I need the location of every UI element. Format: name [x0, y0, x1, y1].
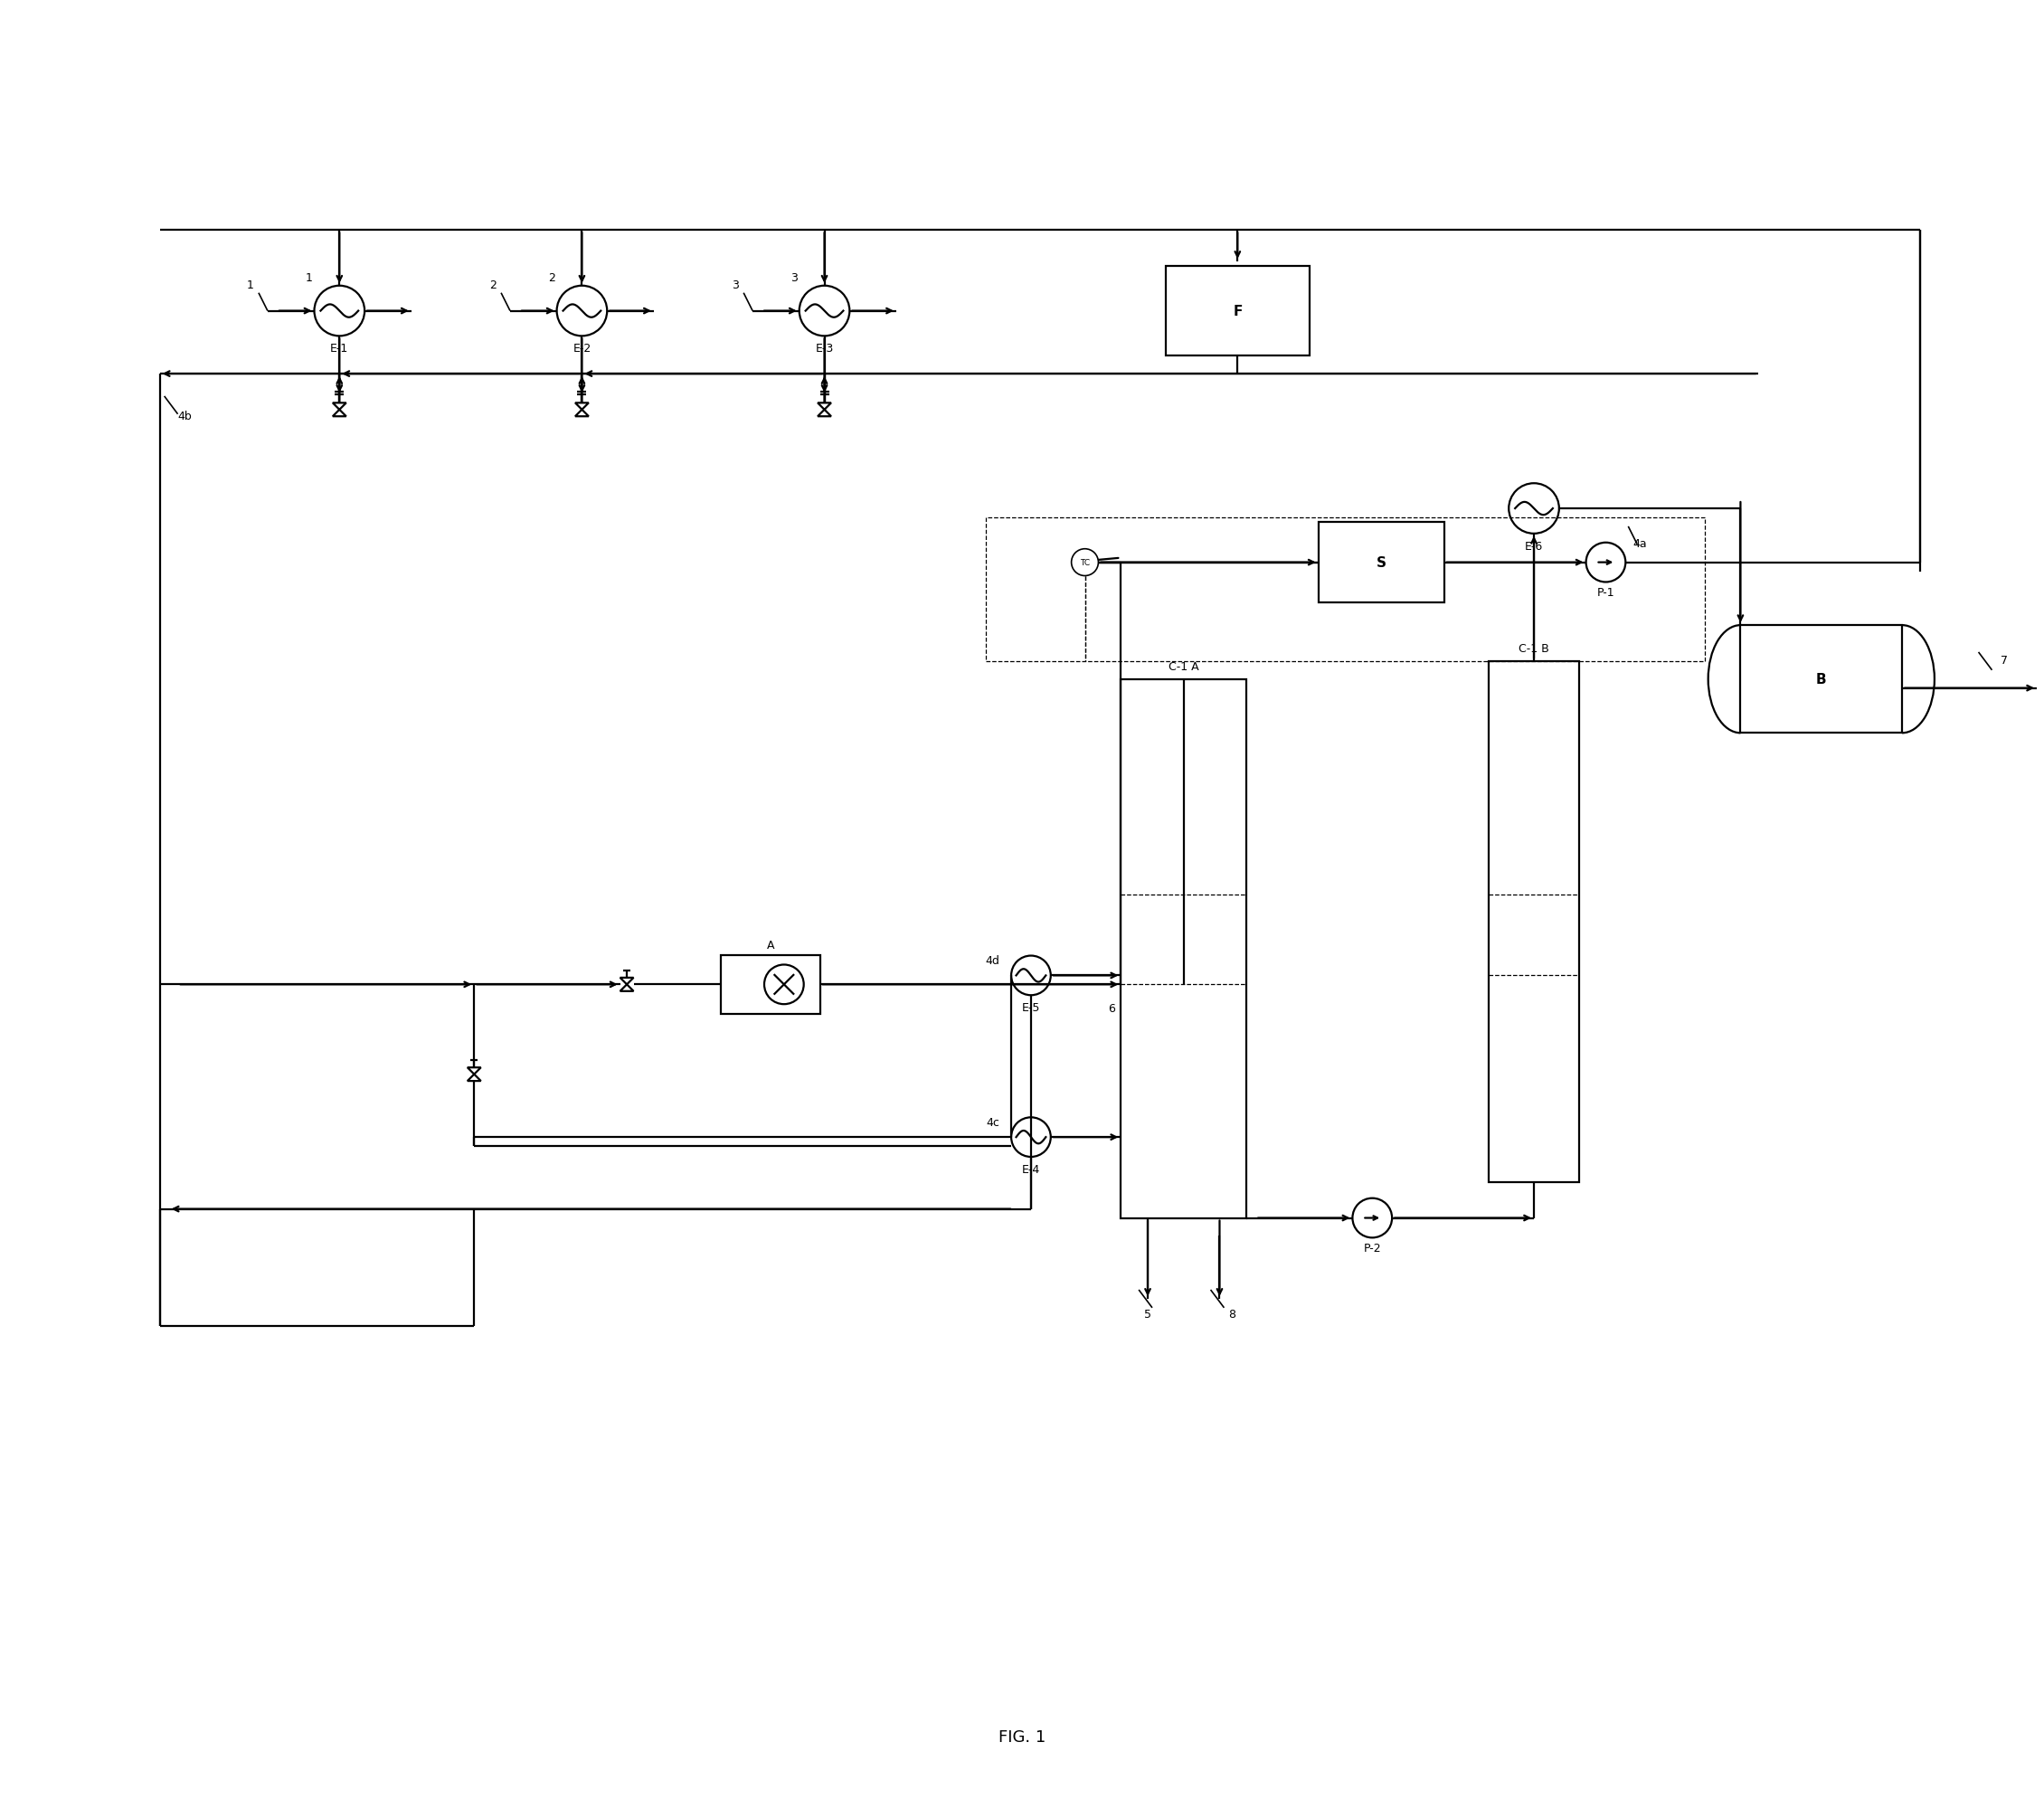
Polygon shape	[333, 403, 345, 410]
Text: 4a: 4a	[1633, 538, 1647, 549]
Text: 6: 6	[1108, 1002, 1116, 1015]
Polygon shape	[818, 410, 832, 417]
Text: S: S	[1376, 556, 1386, 570]
Text: 1: 1	[247, 279, 253, 291]
Text: 2: 2	[489, 279, 497, 291]
Text: E-1: E-1	[331, 344, 350, 354]
Text: 3: 3	[791, 272, 797, 284]
Text: E-6: E-6	[1525, 540, 1543, 552]
Bar	[1318, 522, 1445, 603]
Polygon shape	[574, 403, 589, 410]
Text: 4c: 4c	[985, 1117, 1000, 1128]
Text: 4d: 4d	[985, 955, 1000, 966]
Circle shape	[1071, 549, 1098, 576]
Text: C-1 B: C-1 B	[1519, 642, 1549, 655]
Polygon shape	[619, 979, 634, 984]
Text: 7: 7	[2001, 655, 2007, 666]
Text: F: F	[1233, 304, 1243, 318]
Bar	[1165, 266, 1310, 356]
Text: 8: 8	[1228, 1308, 1237, 1320]
Bar	[722, 955, 820, 1015]
Polygon shape	[818, 403, 832, 410]
Bar	[1741, 626, 1903, 734]
Text: P-1: P-1	[1596, 586, 1615, 599]
Text: P-2: P-2	[1363, 1243, 1382, 1254]
Text: 5: 5	[1145, 1308, 1151, 1320]
Text: E-4: E-4	[1022, 1164, 1040, 1175]
Text: E-2: E-2	[572, 344, 591, 354]
Text: C-1 A: C-1 A	[1169, 660, 1200, 673]
Text: 2: 2	[548, 272, 556, 284]
Polygon shape	[468, 1074, 480, 1081]
Text: B: B	[1815, 673, 1827, 687]
Polygon shape	[468, 1069, 480, 1074]
Text: FIG. 1: FIG. 1	[997, 1729, 1047, 1745]
Text: E-5: E-5	[1022, 1002, 1040, 1013]
Bar	[1488, 662, 1578, 1182]
Polygon shape	[619, 984, 634, 991]
Text: 4b: 4b	[178, 410, 192, 423]
Text: 3: 3	[732, 279, 740, 291]
Text: TC: TC	[1079, 559, 1089, 567]
Text: 1: 1	[305, 272, 313, 284]
Polygon shape	[574, 410, 589, 417]
Polygon shape	[333, 410, 345, 417]
Text: E-3: E-3	[816, 344, 834, 354]
Text: A: A	[766, 939, 775, 952]
Bar	[985, 518, 1705, 662]
Bar	[1120, 680, 1247, 1218]
